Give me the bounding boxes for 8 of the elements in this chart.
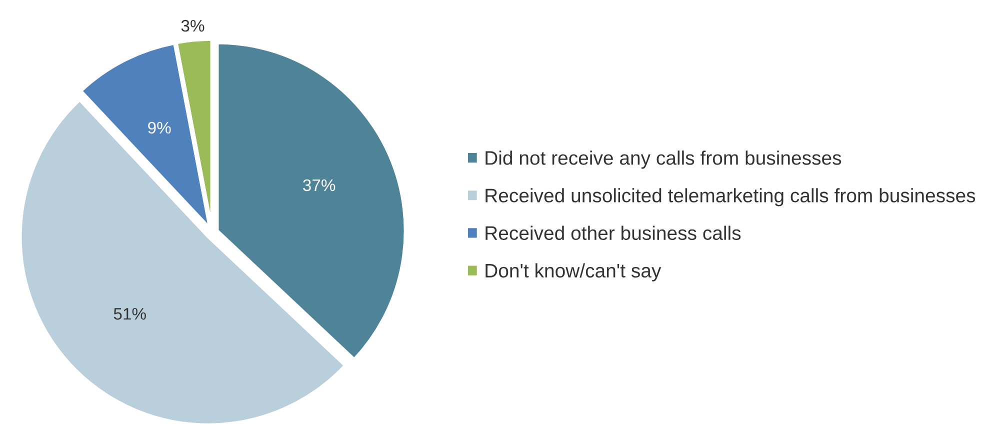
legend-label: Received unsolicited telemarketing calls from businesses [486,188,976,206]
data-label: 51% [114,308,146,320]
data-label: 3% [181,20,204,32]
data-label: 9% [148,122,171,134]
data-label: 37% [303,179,336,192]
legend-label: Did not receive any calls from businesses [486,150,842,169]
legend-label: Received other business calls [486,226,741,240]
legend-label: Don't know/can't say [486,263,662,282]
